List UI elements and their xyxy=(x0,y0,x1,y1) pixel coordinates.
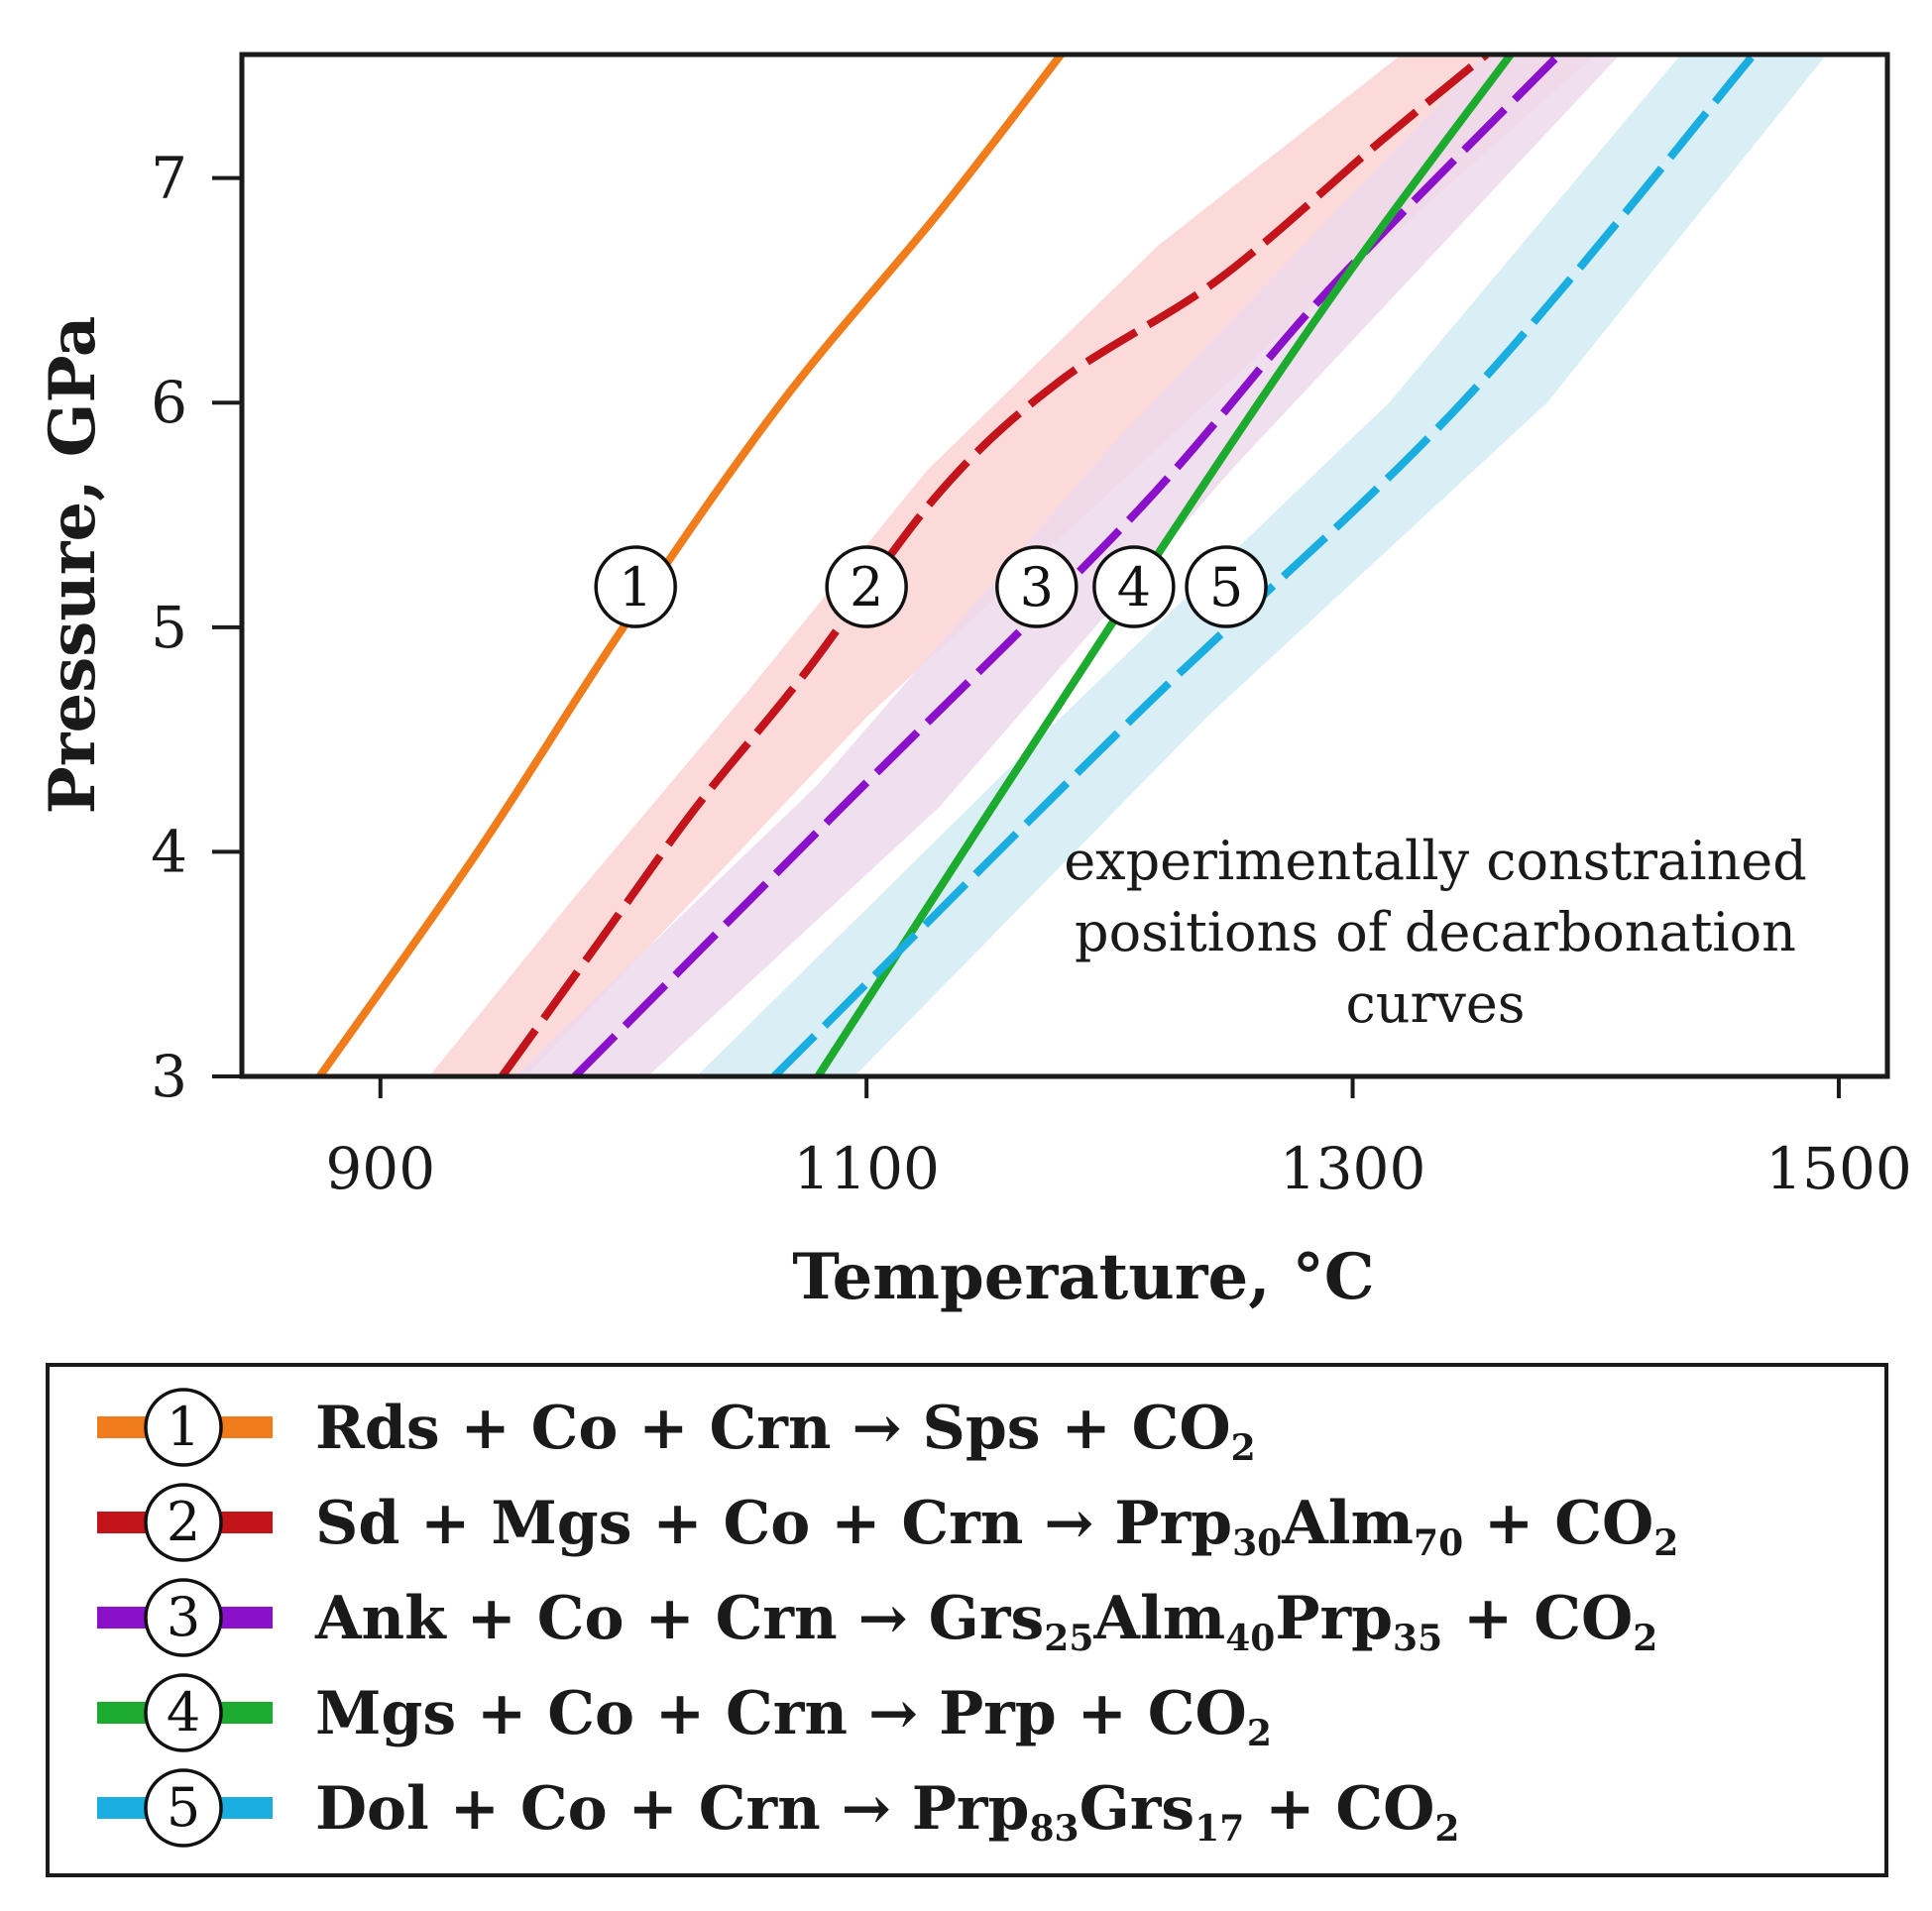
curve-marker-label-4: 4 xyxy=(1117,556,1151,618)
y-axis-ticks: 3 4 5 6 7 xyxy=(151,145,242,1110)
legend-marker-label-5: 5 xyxy=(167,1776,200,1839)
legend-box xyxy=(46,1363,1888,1877)
curve-4 xyxy=(814,55,1515,1076)
legend-marker-circle-1 xyxy=(144,1388,223,1467)
legend-item-1: 1 Rds + Co + Crn → Sps + CO2 xyxy=(97,1388,1256,1469)
legend-label-2: Sd + Mgs + Co + Crn → Prp30Alm70 + CO2 xyxy=(315,1489,1678,1564)
legend-marker-label-2: 2 xyxy=(167,1491,200,1553)
plot-frame xyxy=(239,52,1890,1079)
curve-marker-label-1: 1 xyxy=(619,556,652,618)
legend-marker-label-3: 3 xyxy=(167,1586,200,1648)
y-tick-label-6: 6 xyxy=(151,369,187,436)
annotation-line-2: positions of decarbonation xyxy=(1075,901,1796,963)
legend-item-3: 3 Ank + Co + Crn → Grs25Alm40Prp35 + CO2 xyxy=(97,1578,1657,1659)
x-tick-label-900: 900 xyxy=(325,1135,435,1202)
y-tick-label-4: 4 xyxy=(151,818,187,885)
legend-marker-label-4: 4 xyxy=(167,1681,200,1743)
curve-5 xyxy=(771,55,1758,1076)
x-tick-label-1100: 1100 xyxy=(793,1135,940,1202)
legend-marker-circle-2 xyxy=(144,1483,223,1562)
legend-item-5: 5 Dol + Co + Crn → Prp83Grs17 + CO2 xyxy=(97,1768,1459,1850)
legend-marker-circle-3 xyxy=(144,1578,223,1657)
legend: 1 Rds + Co + Crn → Sps + CO2 2 Sd + Mgs + C… xyxy=(97,1388,1678,1850)
x-axis-ticks: 900 1100 1300 1500 xyxy=(325,1076,1912,1202)
legend-label-3: Ank + Co + Crn → Grs25Alm40Prp35 + CO2 xyxy=(314,1584,1657,1659)
decarbonation-curves xyxy=(316,55,1758,1076)
curve-2 xyxy=(499,55,1489,1076)
annotation-text: experimentally constrained positions of d… xyxy=(1064,830,1807,1035)
curve-3 xyxy=(572,55,1562,1076)
curve-marker-4: 4 xyxy=(1092,545,1176,628)
legend-label-4: Mgs + Co + Crn → Prp + CO2 xyxy=(315,1679,1272,1754)
legend-label-1: Rds + Co + Crn → Sps + CO2 xyxy=(315,1394,1256,1469)
x-tick-label-1300: 1300 xyxy=(1280,1135,1426,1202)
legend-marker-label-1: 1 xyxy=(167,1396,200,1458)
y-axis-label: Pressure, GPa xyxy=(36,316,110,815)
curve-marker-2: 2 xyxy=(825,545,908,628)
curve-marker-label-5: 5 xyxy=(1209,556,1243,618)
y-tick-label-5: 5 xyxy=(151,594,187,661)
x-tick-label-1500: 1500 xyxy=(1765,1135,1912,1202)
legend-marker-circle-4 xyxy=(144,1673,223,1752)
legend-item-4: 4 Mgs + Co + Crn → Prp + CO2 xyxy=(97,1673,1272,1754)
legend-item-2: 2 Sd + Mgs + Co + Crn → Prp30Alm70 + CO2 xyxy=(97,1483,1678,1564)
y-tick-label-3: 3 xyxy=(151,1043,187,1110)
curve-marker-1: 1 xyxy=(594,545,677,628)
annotation-line-3: curves xyxy=(1345,972,1525,1035)
legend-label-5: Dol + Co + Crn → Prp83Grs17 + CO2 xyxy=(315,1774,1459,1850)
annotation-line-1: experimentally constrained xyxy=(1064,830,1807,892)
y-tick-label-7: 7 xyxy=(151,145,187,212)
curve-marker-label-3: 3 xyxy=(1020,556,1054,618)
x-axis-label: Temperature, °C xyxy=(792,1240,1374,1314)
curve-marker-3: 3 xyxy=(995,545,1079,628)
curve-marker-5: 5 xyxy=(1185,545,1268,628)
curve-marker-label-2: 2 xyxy=(850,556,883,618)
curve-1 xyxy=(316,55,1065,1076)
legend-marker-circle-5 xyxy=(144,1768,223,1848)
